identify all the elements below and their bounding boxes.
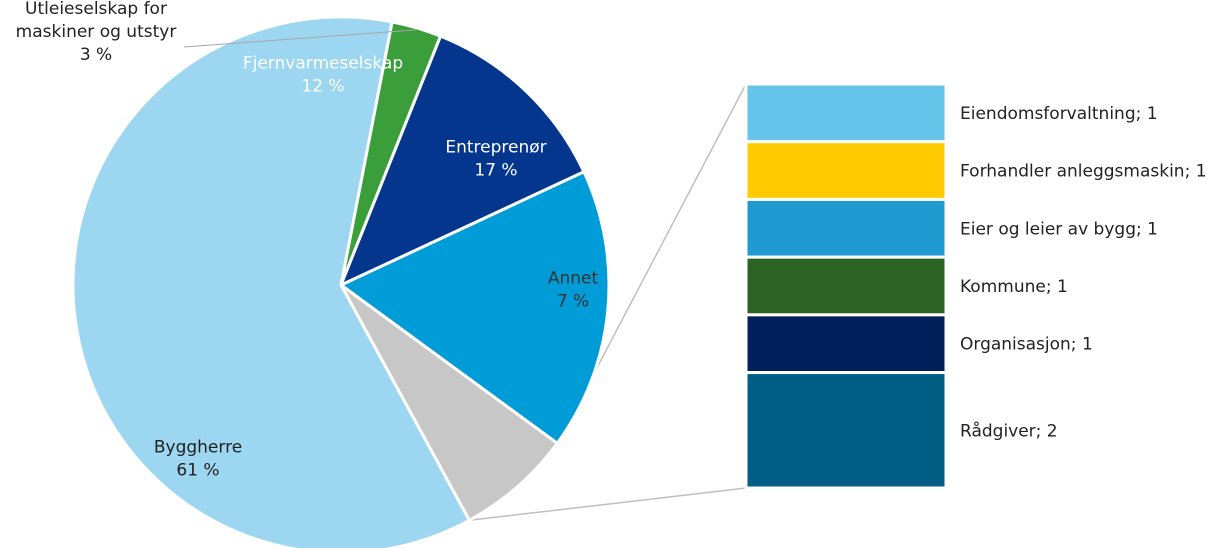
main-pie [71, 15, 611, 548]
pie-label-entreprenør: Entreprenør [445, 138, 546, 158]
pie-slice-annet [339, 283, 559, 522]
bar-segment-forhandler-anleggsmaskin [744, 140, 948, 201]
bar-segment-eier-og-leier-av-bygg [744, 197, 948, 259]
pie-label-utleieselskap-for-maskiner-og-utstyr: Utleieselskap for [25, 0, 167, 19]
pie-slice-byggherre [71, 15, 471, 548]
pie-label-utleieselskap-for-maskiner-og-utstyr: maskiner og utstyr [16, 22, 177, 42]
bar-label-rådgiver: Rådgiver; 2 [960, 420, 1058, 441]
leader-line [183, 29, 417, 48]
bar-label-eiendomsforvaltning: Eiendomsforvaltning; 1 [960, 104, 1158, 124]
connector-line-bottom [469, 487, 747, 522]
annet-breakdown-labels: Eiendomsforvaltning; 1 Forhandler anleggs… [960, 104, 1207, 441]
pie-labels: Entreprenør 17 % Annet 7 % Byggherre 61 % Utle… [16, 0, 599, 481]
bar-label-eier-og-leier-av-bygg: Eier og leier av bygg; 1 [960, 219, 1158, 239]
bar-segment-eiendomsforvaltning [744, 82, 948, 144]
pie-label-byggherre: Byggherre [154, 438, 242, 458]
bar-label-forhandler-anleggsmaskin: Forhandler anleggsmaskin; 1 [960, 162, 1207, 182]
bar-label-kommune: Kommune; 1 [960, 277, 1068, 297]
pie-label-fjernvarmeselskap-pct: 12 % [301, 77, 344, 97]
pie-slice-entreprenør [339, 170, 611, 445]
pie-label-utleieselskap-for-maskiner-og-utstyr-pct: 3 % [80, 45, 112, 65]
bar-label-organisasjon: Organisasjon; 1 [960, 335, 1093, 355]
pie-label-annet: Annet [548, 269, 599, 289]
pie-label-annet-pct: 7 % [557, 292, 589, 312]
bar-segment-organisasjon [744, 313, 948, 375]
pie-label-entreprenør-pct: 17 % [474, 161, 517, 181]
pie-label-fjernvarmeselskap: Fjernvarmeselskap [243, 54, 403, 74]
pie-slice-fjernvarmeselskap [339, 34, 586, 287]
pie-label-byggherre-pct: 61 % [176, 461, 219, 481]
bar-segment-rådgiver [744, 371, 948, 490]
bar-segment-kommune [744, 255, 948, 317]
annet-breakdown-bar [744, 82, 948, 490]
